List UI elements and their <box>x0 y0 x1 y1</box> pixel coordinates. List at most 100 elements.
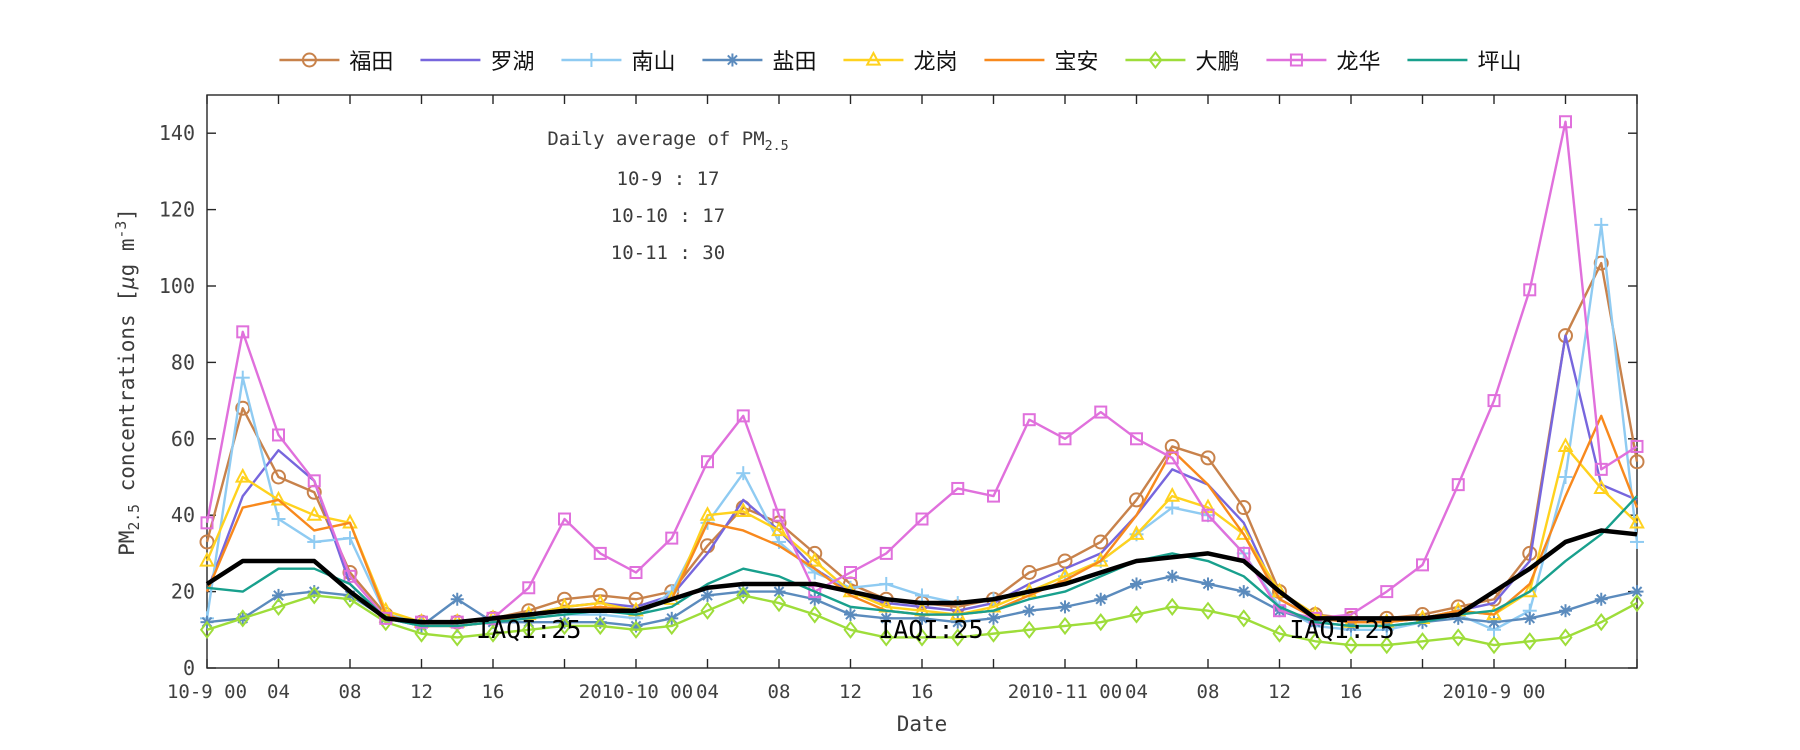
data-point-marker <box>879 611 893 625</box>
data-point-marker <box>270 490 287 506</box>
series-nanshan <box>200 217 1644 637</box>
data-point-marker <box>1057 616 1073 636</box>
data-point-marker <box>844 608 857 622</box>
x-tick-label: 2010-10 00 <box>579 681 693 703</box>
legend-item-longgang: 龙岗 <box>842 44 958 76</box>
series-line-dapeng <box>206 594 1638 647</box>
data-point-marker <box>1379 635 1394 655</box>
x-tick-label: 08 <box>1197 681 1220 703</box>
legend-swatch-pingshan <box>1407 58 1468 62</box>
legend-marker-yantian <box>725 53 739 67</box>
x-tick-label: 2010-11 00 <box>1008 681 1122 703</box>
data-point-marker <box>1021 565 1037 580</box>
data-point-marker <box>1558 470 1573 484</box>
data-point-marker <box>951 481 965 495</box>
data-point-marker <box>1129 492 1144 508</box>
legend-label-longgang: 龙岗 <box>913 50 958 75</box>
data-point-marker <box>271 597 286 617</box>
data-point-marker <box>1523 611 1537 625</box>
x-tick-label: 12 <box>410 681 433 703</box>
data-point-marker <box>987 611 1000 625</box>
iaqi-annotation: IAQI:25 <box>878 615 983 644</box>
data-point-marker <box>414 624 429 643</box>
legend-swatch-luohu <box>420 58 481 62</box>
x-tick-label: 04 <box>696 681 719 703</box>
data-point-marker <box>1236 609 1251 628</box>
data-point-marker <box>1022 604 1036 618</box>
data-point-marker <box>806 551 823 567</box>
data-point-marker <box>1235 525 1252 540</box>
y-tick-label: 20 <box>171 580 195 604</box>
legend-item-baoan: 宝安 <box>984 44 1099 76</box>
daily-average-value: 10-10 : 17 <box>610 204 726 227</box>
x-axis-label: Date <box>896 712 948 736</box>
data-point-marker <box>1201 508 1215 522</box>
legend-marker-longgang <box>865 50 882 66</box>
data-point-marker <box>1165 451 1179 465</box>
series-iaqi <box>205 528 1638 625</box>
legend-label-nanshan: 南山 <box>631 50 676 75</box>
legend-item-pingshan: 坪山 <box>1407 44 1522 76</box>
data-point-marker <box>1236 500 1252 516</box>
data-point-marker <box>664 616 679 636</box>
data-point-marker <box>1451 478 1465 492</box>
x-tick-label: 16 <box>911 681 934 703</box>
data-point-marker <box>736 586 751 605</box>
y-axis-label: PM2.5 concentrations [µg m-3] <box>112 208 144 556</box>
series-line-pingshan <box>206 495 1638 628</box>
series-line-futian <box>205 261 1639 624</box>
legend-swatch-longgang <box>843 50 904 66</box>
series-line-nanshan <box>205 223 1639 631</box>
daily-average-value: 10-11 : 30 <box>610 241 726 264</box>
data-point-marker <box>987 489 1000 503</box>
legend: 福田 罗湖 南山 盐田 龙岗 宝安 大鹏 龙华 坪山 <box>265 44 1534 76</box>
data-point-marker <box>584 53 599 67</box>
series-luohu <box>205 334 1638 628</box>
series-line-iaqi <box>205 528 1638 625</box>
legend-marker-futian <box>301 52 317 68</box>
data-point-marker <box>1629 593 1645 613</box>
data-point-marker <box>1415 632 1430 651</box>
legend-swatch-baoan <box>984 58 1045 62</box>
data-point-marker <box>307 586 322 605</box>
data-point-marker <box>1523 283 1537 297</box>
data-point-marker <box>1486 635 1502 655</box>
data-point-marker <box>1630 534 1644 549</box>
data-point-marker <box>699 506 716 521</box>
data-point-marker <box>1128 525 1145 540</box>
legend-item-nanshan: 南山 <box>560 44 675 76</box>
data-point-marker <box>1630 439 1644 453</box>
data-point-marker <box>915 588 929 603</box>
data-point-marker <box>1200 450 1216 466</box>
legend-marker-dapeng <box>1148 50 1163 70</box>
data-point-marker <box>1094 405 1108 419</box>
data-point-marker <box>701 588 714 602</box>
data-point-marker <box>1557 437 1574 453</box>
daily-average-title: Daily average of PM2.5 <box>547 128 789 154</box>
x-tick-label: 2010-9 00 <box>1443 681 1546 703</box>
data-point-marker <box>1058 600 1072 614</box>
data-point-marker <box>1272 624 1287 643</box>
legend-marker-longhua <box>1290 53 1304 67</box>
data-point-marker <box>771 593 787 613</box>
data-point-marker <box>1273 604 1286 618</box>
legend-swatch-nanshan <box>561 53 622 67</box>
data-point-marker <box>301 52 317 68</box>
data-point-marker <box>1130 432 1143 446</box>
x-tick-label: 12 <box>1268 681 1291 703</box>
data-point-marker <box>272 428 285 442</box>
data-point-marker <box>1165 597 1180 617</box>
y-tick-label: 60 <box>171 427 195 451</box>
data-point-marker <box>1594 217 1609 232</box>
x-tick-label: 16 <box>482 681 505 703</box>
data-point-marker <box>236 325 250 339</box>
data-point-marker <box>914 628 930 647</box>
data-point-marker <box>771 521 787 537</box>
data-point-marker <box>1130 577 1143 591</box>
data-point-marker <box>1290 53 1304 67</box>
data-point-marker <box>735 502 752 517</box>
data-point-marker <box>1094 592 1108 606</box>
data-point-marker <box>1629 513 1645 529</box>
series-futian <box>199 255 1645 630</box>
